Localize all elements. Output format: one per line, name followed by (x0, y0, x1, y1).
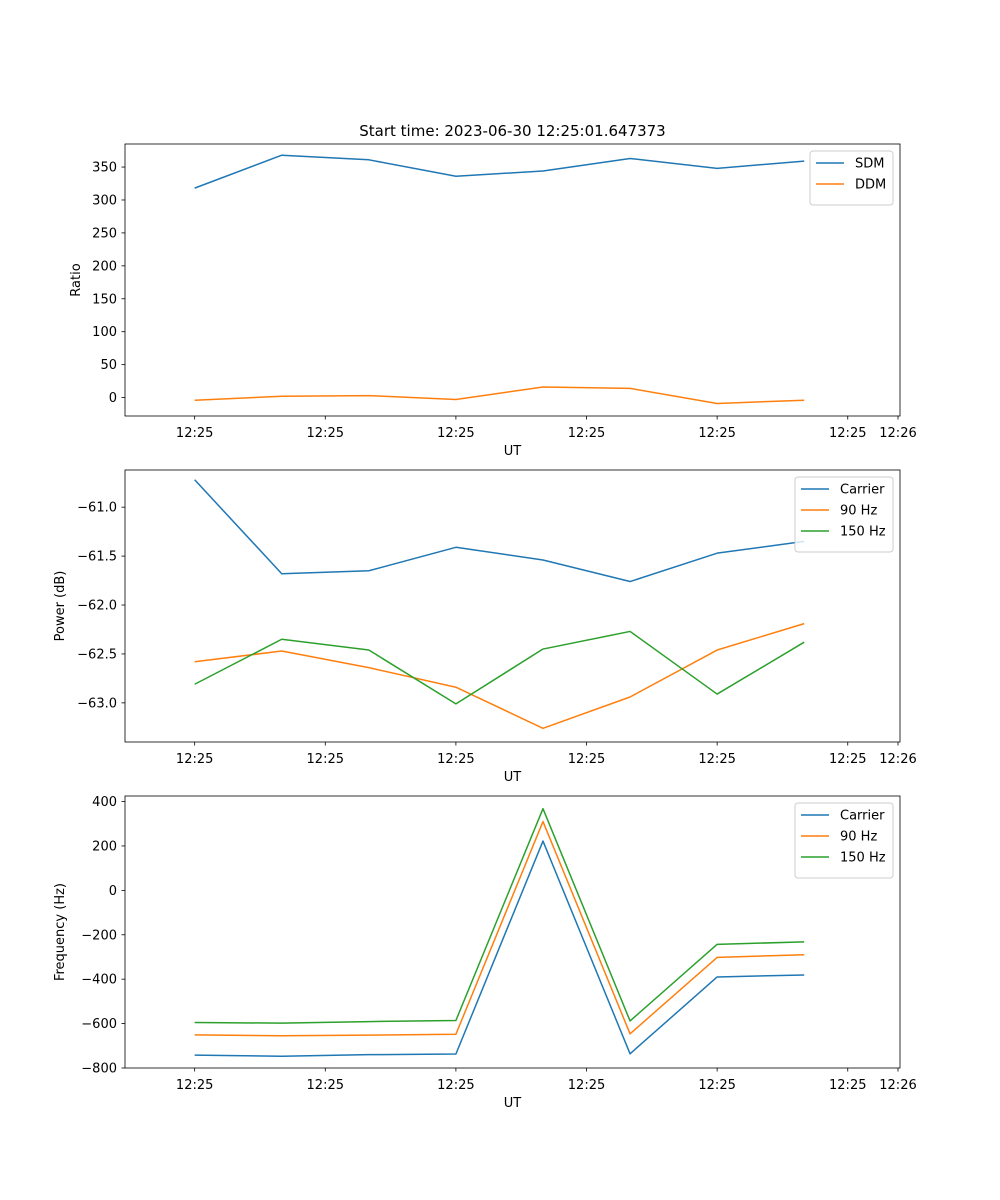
chart-panels: 12:25 12:25 12:25 12:25 12:25 12:25 12:26 0 50 10… (53, 143, 917, 1111)
x-tick-label: 12:26 (879, 1078, 916, 1093)
y-tick-label: −62.5 (77, 647, 117, 662)
legend-label: 90 Hz (840, 504, 877, 519)
legend-label: 90 Hz (840, 830, 877, 845)
y-tick-label: 250 (92, 226, 117, 241)
axes-frame (124, 469, 901, 743)
legend-box (794, 802, 894, 879)
y-axis-label: Ratio (69, 263, 84, 296)
legend-label: 150 Hz (840, 525, 886, 540)
y-tick-label: 150 (92, 292, 117, 307)
chart-panel-1: 12:25 12:25 12:25 12:25 12:25 12:25 12:26 0 50 10… (69, 143, 917, 459)
legend: SDM DDM (809, 150, 894, 206)
x-tick-label: 12:25 (437, 752, 474, 767)
x-axis-label: UT (504, 770, 522, 785)
legend-box (794, 476, 894, 553)
series-line-90-hz (194, 820, 805, 1037)
series-line-carrier (194, 840, 805, 1057)
series-line-150-hz (194, 807, 805, 1024)
x-axis-label: UT (504, 1096, 522, 1111)
x-tick-label: 12:25 (437, 1078, 474, 1093)
y-tick-label: −200 (81, 928, 117, 943)
legend-box (809, 150, 894, 206)
legend: Carrier 90 Hz 150 Hz (794, 476, 894, 553)
series-line-150-hz (194, 630, 805, 705)
x-tick-label: 12:25 (307, 426, 344, 441)
y-tick-label: −61.0 (77, 501, 117, 516)
legend-label: SDM (855, 157, 884, 172)
x-tick-label: 12:25 (176, 752, 213, 767)
chart-panel-3: 12:25 12:25 12:25 12:25 12:25 12:25 12:26 −800 −… (53, 795, 917, 1111)
legend-label: Carrier (840, 809, 885, 824)
y-tick-label: −63.0 (77, 696, 117, 711)
legend-label: 150 Hz (840, 851, 886, 866)
x-tick-label: 12:25 (698, 752, 735, 767)
x-tick-label: 12:25 (307, 752, 344, 767)
y-tick-label: 100 (92, 325, 117, 340)
x-tick-label: 12:25 (829, 426, 866, 441)
y-tick-label: 0 (109, 884, 117, 899)
y-axis-label: Power (dB) (53, 571, 68, 642)
x-tick-label: 12:25 (568, 1078, 605, 1093)
y-tick-label: 200 (92, 839, 117, 854)
x-tick-label: 12:25 (176, 426, 213, 441)
x-tick-label: 12:25 (829, 1078, 866, 1093)
x-tick-label: 12:25 (437, 426, 474, 441)
x-tick-label: 12:25 (307, 1078, 344, 1093)
y-tick-label: 300 (92, 193, 117, 208)
x-tick-label: 12:26 (879, 752, 916, 767)
x-tick-label: 12:26 (879, 426, 916, 441)
y-tick-label: 350 (92, 161, 117, 176)
y-tick-label: −800 (81, 1062, 117, 1077)
y-tick-label: −400 (81, 973, 117, 988)
x-tick-label: 12:25 (568, 752, 605, 767)
axes-frame (124, 795, 901, 1069)
x-axis-label: UT (504, 444, 522, 459)
x-tick-label: 12:25 (568, 426, 605, 441)
x-tick-label: 12:25 (698, 426, 735, 441)
x-tick-label: 12:25 (698, 1078, 735, 1093)
x-tick-label: 12:25 (176, 1078, 213, 1093)
series-line-carrier (194, 479, 805, 583)
y-tick-label: 200 (92, 259, 117, 274)
y-axis-label: Frequency (Hz) (53, 883, 68, 981)
figure-title: Start time: 2023-06-30 12:25:01.647373 (359, 122, 665, 140)
y-tick-label: −61.5 (77, 550, 117, 565)
axes-frame (124, 143, 901, 417)
y-tick-label: −600 (81, 1017, 117, 1032)
x-tick-label: 12:25 (829, 752, 866, 767)
series-line-90-hz (194, 622, 805, 730)
chart-panel-2: 12:25 12:25 12:25 12:25 12:25 12:25 12:26 −63.0… (53, 469, 917, 785)
legend-label: Carrier (840, 483, 885, 498)
y-tick-label: −62.0 (77, 599, 117, 614)
y-tick-label: 0 (109, 391, 117, 406)
y-tick-label: 400 (92, 795, 117, 810)
legend-label: DDM (855, 178, 886, 193)
series-line-ddm (194, 386, 805, 405)
y-tick-label: 50 (100, 358, 117, 373)
series-line-sdm (194, 154, 805, 189)
legend: Carrier 90 Hz 150 Hz (794, 802, 894, 879)
